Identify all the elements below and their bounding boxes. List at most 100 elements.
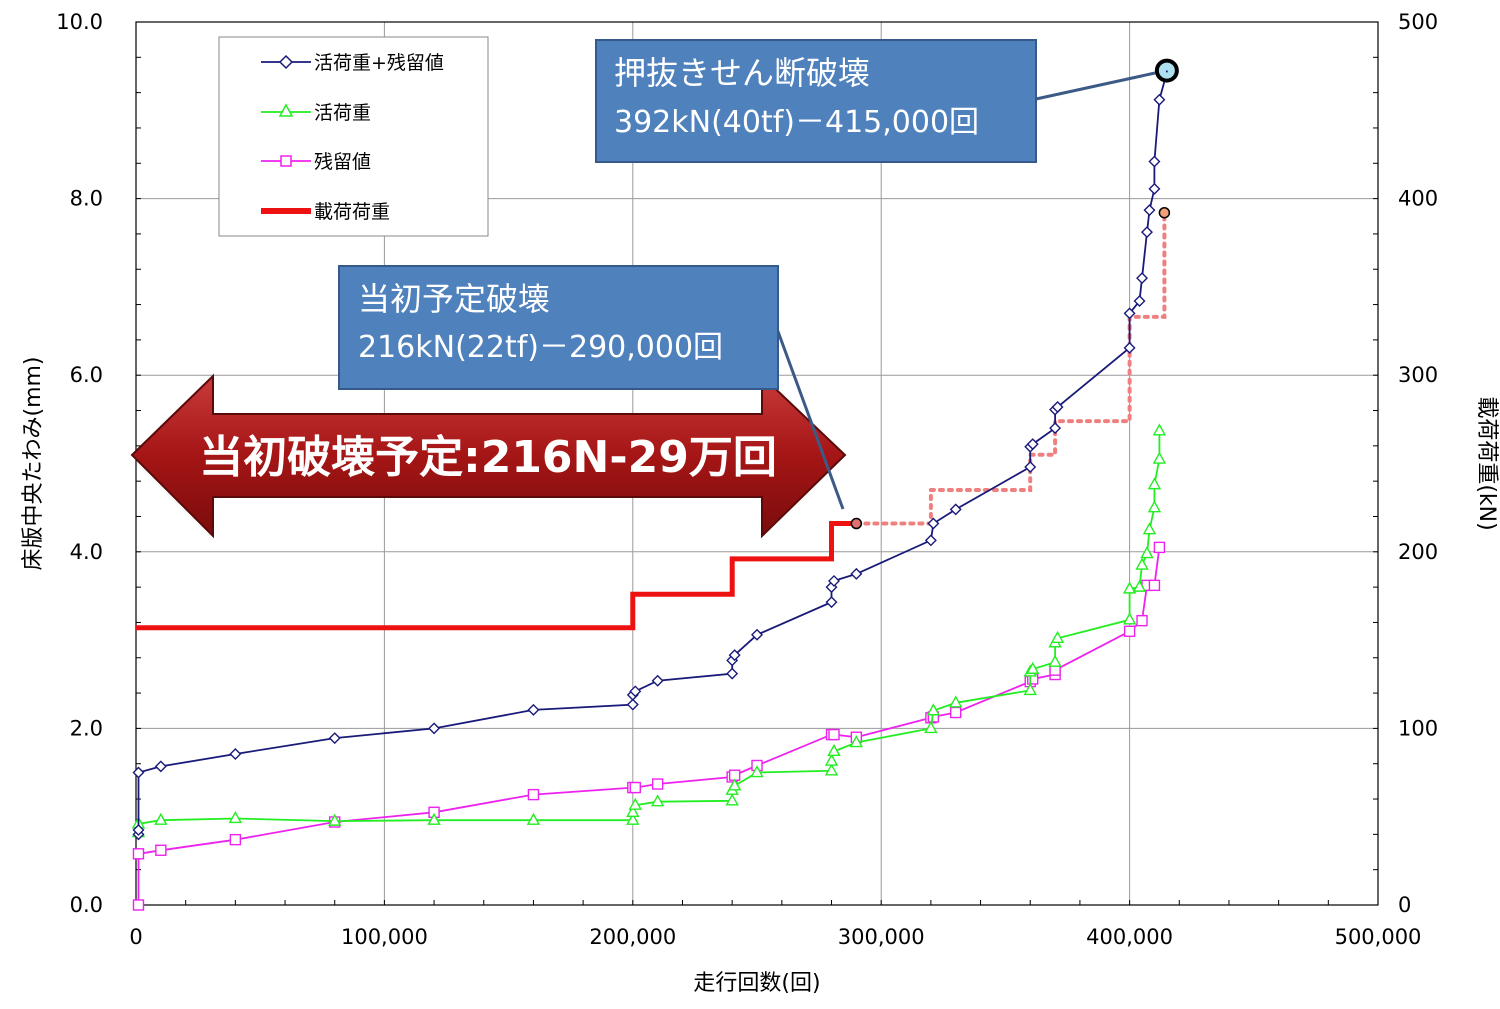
callout-planned-detail: 216kN(22tf)－290,000回 [358, 330, 723, 365]
data-point-diamond [825, 596, 838, 609]
planned-failure-arrow-label: 当初破壊予定:216N-29万回 [199, 432, 777, 483]
data-point-diamond [229, 748, 242, 760]
legend-box [218, 36, 489, 237]
data-point-diamond [328, 732, 341, 745]
data-point-triangle [628, 797, 642, 810]
x-tick-label: 500,000 [1335, 925, 1422, 949]
data-point-diamond [949, 503, 962, 516]
data-point-diamond [1049, 422, 1062, 435]
callout-failure-detail: 392kN(40tf)－415,000回 [614, 105, 979, 140]
data-point-triangle [1023, 682, 1037, 696]
data-point-diamond [154, 760, 167, 773]
x-tick-label: 0 [129, 925, 142, 949]
data-point-diamond [1133, 295, 1146, 308]
legend-item-residual: 残留値 [261, 151, 371, 173]
data-point-square [651, 778, 664, 790]
x-axis-title: 走行回数(回) [693, 971, 820, 996]
data-point-diamond [1148, 182, 1161, 195]
data-point-diamond [751, 628, 763, 641]
data-point-triangle [1050, 630, 1065, 644]
data-point-triangle [1048, 654, 1062, 667]
series-4 [854, 206, 1171, 526]
series-0 [132, 58, 1179, 841]
y-right-tick-label: 100 [1398, 716, 1438, 740]
legend-label-live-load: 活荷重 [314, 102, 371, 124]
data-point-diamond [1026, 438, 1039, 451]
data-point-triangle [1147, 477, 1162, 490]
y-right-tick-label: 300 [1398, 363, 1438, 387]
data-point-square [1153, 541, 1166, 554]
x-tick-label: 300,000 [838, 925, 925, 949]
data-point-triangle [650, 794, 665, 807]
legend-item-applied-load: 載荷荷重 [261, 201, 390, 223]
x-tick-label: 200,000 [589, 925, 676, 949]
data-point-triangle [924, 720, 938, 734]
data-point-triangle [228, 811, 243, 824]
data-point-triangle [154, 812, 168, 825]
data-point-triangle [626, 804, 640, 817]
data-point-triangle [824, 763, 839, 776]
callout-leader-failure [1035, 71, 1156, 101]
y-left-axis-title: 床版中央たわみ(mm) [21, 356, 46, 570]
data-point-triangle [1026, 661, 1040, 674]
data-point-diamond [1141, 226, 1153, 239]
data-point-diamond [728, 649, 741, 662]
y-left-tick-label: 6.0 [70, 363, 103, 387]
y-right-tick-label: 400 [1398, 187, 1438, 211]
legend-label-applied-load: 載荷荷重 [314, 201, 390, 223]
data-point-diamond [1024, 461, 1037, 474]
data-point-triangle [1152, 451, 1167, 464]
data-point-square [629, 781, 641, 794]
series-line-applied-load [136, 521, 857, 631]
y-left-tick-label: 0.0 [70, 893, 103, 917]
data-point-triangle [1132, 579, 1147, 592]
data-point-triangle [727, 778, 742, 791]
legend: 活荷重+残留値 活荷重 残留値 載荷荷重 [218, 36, 489, 237]
x-tick-label: 100,000 [341, 925, 428, 949]
data-point-diamond [1123, 307, 1136, 320]
data-point-diamond [850, 567, 863, 580]
series-2 [132, 541, 1166, 911]
legend-item-combined: 活荷重+残留値 [261, 52, 444, 74]
data-point-diamond [828, 574, 840, 587]
data-point-square [1123, 625, 1136, 637]
series-3 [136, 517, 863, 631]
data-point-diamond [1136, 272, 1149, 285]
planned-failure-arrow: 当初破壊予定:216N-29万回 [130, 373, 847, 539]
data-point-triangle [328, 813, 342, 826]
data-point-triangle [750, 765, 764, 778]
data-point-diamond [927, 517, 940, 530]
y-left-tick-label: 2.0 [70, 716, 103, 740]
y-left-tick-label: 8.0 [70, 187, 103, 211]
data-point-triangle [626, 812, 640, 825]
data-point-square [527, 788, 540, 801]
data-point-triangle [849, 735, 864, 748]
y-right-tick-labels: 0 100 200 300 400 500 [1398, 10, 1438, 917]
data-point-square [155, 844, 167, 856]
data-point-triangle [1152, 423, 1167, 436]
data-point-square [132, 899, 145, 911]
legend-item-live-load: 活荷重 [261, 102, 371, 124]
data-point-diamond [132, 766, 145, 779]
data-point-triangle [1147, 500, 1162, 513]
data-point-square [828, 728, 840, 741]
y-right-tick-label: 500 [1398, 10, 1438, 34]
y-left-tick-labels: 0.0 2.0 4.0 6.0 8.0 10.0 [56, 10, 103, 917]
y-right-tick-label: 0 [1398, 893, 1411, 917]
data-point-triangle [526, 812, 541, 825]
data-point-triangle [824, 753, 839, 766]
series-layer [131, 58, 1179, 911]
data-point-triangle [827, 743, 841, 757]
data-point-square [229, 833, 242, 846]
data-point-triangle [949, 695, 963, 708]
series-line-load-continuation [854, 210, 1167, 526]
data-point-diamond [629, 685, 642, 698]
callout-planned-failure: 当初予定破壊 216kN(22tf)－290,000回 [338, 265, 779, 390]
end-point-failure-load [1158, 206, 1171, 219]
y-right-axis-title: 載荷荷重(kN) [1474, 396, 1499, 530]
data-point-diamond [132, 823, 145, 836]
data-point-square [950, 706, 962, 719]
y-left-tick-label: 10.0 [56, 10, 103, 34]
data-point-triangle [1142, 522, 1157, 535]
data-point-square [1136, 614, 1148, 627]
